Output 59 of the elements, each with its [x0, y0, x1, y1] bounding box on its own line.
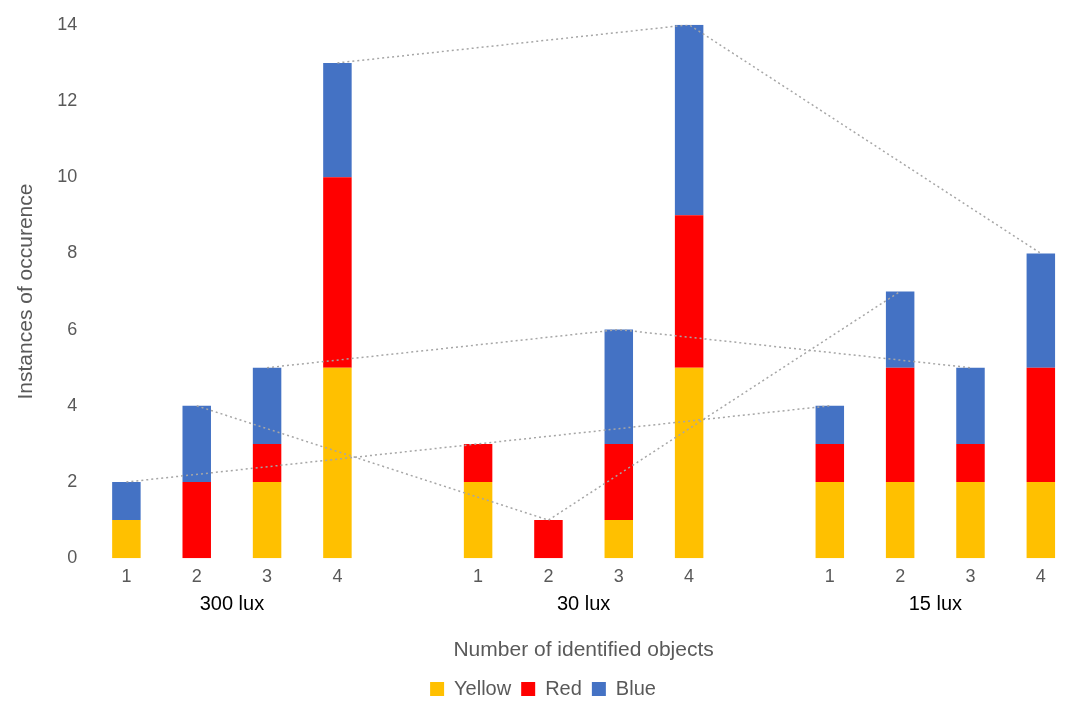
x-tick-label: 2: [895, 565, 906, 586]
bar: [112, 482, 141, 521]
y-axis-title: Instances of occurence: [13, 183, 37, 400]
y-tick-label: 12: [57, 89, 78, 110]
x-axis-title: Number of identified objects: [453, 637, 714, 661]
bar: [252, 443, 282, 482]
y-tick-label: 4: [67, 394, 78, 415]
bar: [815, 443, 845, 482]
legend-label: Red: [545, 676, 582, 699]
bar: [463, 443, 493, 482]
x-tick-label: 4: [1035, 565, 1046, 586]
bar: [956, 482, 985, 559]
x-tick-label: 3: [965, 565, 976, 586]
bar: [1026, 482, 1056, 559]
bar: [534, 520, 563, 559]
bar: [674, 367, 704, 559]
legend-label: Blue: [615, 676, 656, 699]
bar: [182, 482, 211, 559]
bar: [885, 367, 915, 482]
bar: [323, 62, 352, 178]
bar: [604, 520, 634, 559]
text: 300 lux: [199, 591, 265, 614]
y-tick-label: 8: [67, 242, 78, 263]
y-tick-label: 10: [57, 166, 78, 187]
bar: [182, 405, 211, 482]
bar: [112, 520, 141, 559]
bar: [956, 367, 985, 444]
bar: [323, 367, 352, 559]
x-tick-label: 4: [684, 565, 695, 586]
y-tick-label: 6: [67, 318, 78, 339]
bar: [323, 177, 352, 368]
x-tick-label: 2: [543, 565, 554, 586]
bar: [1026, 253, 1056, 368]
bar: [956, 443, 985, 482]
y-tick-label: 2: [67, 470, 78, 491]
bar: [674, 215, 704, 368]
bar: [1026, 367, 1056, 482]
x-tick-label: 1: [824, 565, 835, 586]
bar: [885, 291, 915, 368]
bar: [252, 482, 282, 559]
x-tick-label: 3: [262, 565, 273, 586]
bar: [885, 482, 915, 559]
bar: [674, 24, 704, 216]
x-tick-label: 1: [473, 565, 484, 586]
bar: [604, 443, 634, 521]
x-tick-label: 3: [613, 565, 624, 586]
text: 15 lux: [908, 591, 962, 614]
x-tick-label: 4: [332, 565, 343, 586]
bar: [604, 329, 634, 444]
x-tick-label: 2: [191, 565, 202, 586]
text: 30 lux: [556, 591, 611, 614]
bar: [815, 482, 845, 559]
bar: [815, 405, 845, 444]
bar: [463, 482, 493, 559]
y-tick-label: 0: [67, 547, 78, 568]
x-tick-label: 1: [121, 565, 132, 586]
legend-label: Yellow: [454, 676, 512, 699]
bar: [252, 367, 282, 444]
y-tick-label: 14: [57, 13, 78, 34]
